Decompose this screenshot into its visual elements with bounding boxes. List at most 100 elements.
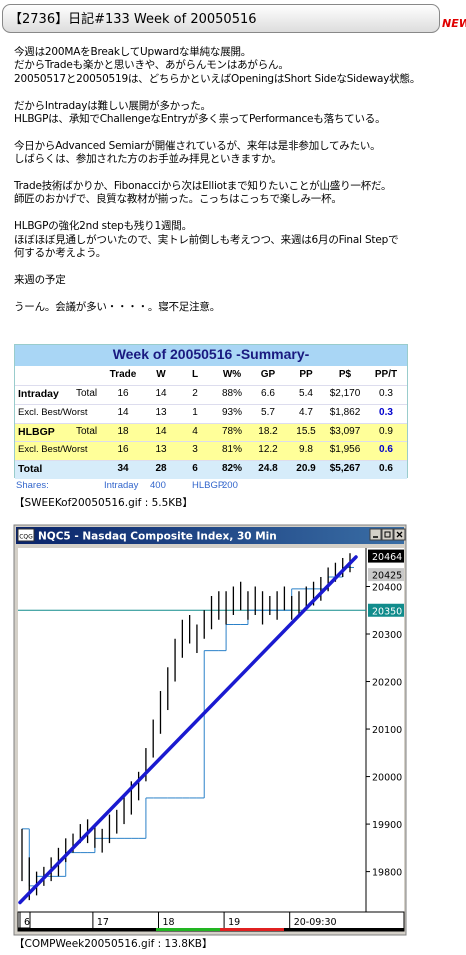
table-cell: $3,097 [329,425,361,437]
table-cell: 4.7 [299,406,313,418]
session-strip-up [156,928,220,931]
y-tick-label: 20400 [372,582,402,593]
x-tick-label: 19 [228,917,240,928]
min-button[interactable] [369,528,382,541]
window-title: NQC5 - Nasdaq Composite Index, 30 Min [38,531,277,543]
row-label: HLBGP [18,425,55,438]
price-tag [368,603,404,617]
table-cell: 14 [155,425,167,437]
table-cell: 12.2 [258,444,278,456]
price-tag-label: 20425 [372,571,402,582]
title-bar [16,527,404,544]
table-cell: 0.9 [379,425,393,437]
row-bg [15,385,407,404]
shares-text: Shares: [16,480,49,491]
session-strip [18,928,404,931]
app-icon [17,528,35,542]
text-line: 20050517と20050519は、どちらかといえばOpeningはShort… [14,72,421,85]
table-cell: 93% [221,406,242,418]
price-tag [368,549,404,563]
y-tick-label: 20200 [372,678,402,689]
table-cell: 28 [155,463,167,475]
table-cell: 34 [117,463,129,475]
header-box [2,4,440,33]
time-axis [17,911,405,932]
price-tag-label: 20350 [372,606,402,617]
y-tick-label: 19800 [372,868,402,879]
price-tag-label: 20464 [372,552,402,563]
trend-line [18,555,358,905]
table-cell: 2 [192,388,198,399]
table-cell: 82% [221,463,242,475]
text-line: HLBGPの強化2nd stepも残り1週間。 [14,220,192,233]
row-bg [15,422,407,442]
table-cell: 4 [192,425,198,437]
session-strip-down [220,928,284,931]
table-cell: $1,862 [329,406,361,418]
column-header: P$ [338,369,352,380]
price-tag [368,568,404,582]
text-line: 今日からAdvanced Semiarが開催されているが、来年は是非参加してみた… [14,139,381,152]
y-tick-label: 20000 [372,773,402,784]
window-buttons [369,528,406,541]
max-button[interactable] [381,528,394,541]
shares-text: Intraday [104,480,139,491]
column-header: L [191,369,199,380]
table-cell: 18 [117,425,129,437]
table-cell: 18.2 [258,425,278,437]
row-label: Excl. Best/Worst [18,406,88,418]
row-bg [15,403,407,423]
price-axis [366,548,404,912]
table-cell: 1 [192,406,198,418]
table-cell: $2,170 [329,388,361,399]
text-line: しばらくは、参加された方のお手並み拝見といきますか。 [14,153,282,166]
x-tick-label: 17 [97,917,109,928]
row-label: Total [18,463,43,476]
table-title: Week of 20050516 -Summary- [112,346,310,362]
header-title: 【2736】日記#133 Week of 20050516 [9,11,257,27]
column-header: PP/T [374,369,398,380]
plot-area [18,548,366,912]
table-cell: 9.8 [299,444,313,456]
column-header: W [156,369,166,380]
column-header: PP [299,369,313,380]
x-tick-label: 20-09:30 [294,917,337,928]
table-cell: 16 [117,388,129,399]
table-cell: 78% [221,425,242,437]
table-cell: 16 [117,444,129,456]
max-glyph [384,531,391,538]
text-line: うーん。会議が多い・・・・。寝不足注意。 [14,300,220,313]
column-header: GP [260,369,276,380]
y-tick-label: 19900 [372,820,402,831]
table-cell: 0.6 [379,463,393,475]
header: 【2736】日記#133 Week of 20050516 NEW [2,4,466,33]
x-tick-label: 18 [162,917,174,928]
table-cell: 6.6 [261,388,275,399]
text-line: 師匠のおかげで、良質な教材が揃った。こっちはこっちで楽しみ一杯。 [14,193,342,206]
table-cell: 14 [155,388,167,399]
y-tick-label: 20100 [372,725,402,736]
scroll-thumb[interactable] [17,911,31,929]
row-label: Intraday [18,388,59,400]
table-cell: 13 [155,406,167,418]
image-caption: 【COMPWeek20050516.gif : 13.8KB】 [14,938,213,950]
table-cell: 0.6 [379,444,393,456]
text-line: だからIntradayは難しい展開が多かった。 [14,99,211,112]
image-caption: 【SWEEKof20050516.gif : 5.5KB】 [14,497,193,509]
text-line: 今週は200MAをBreakしてUpwardな単純な展開。 [14,46,252,58]
row-sublabel: Total [76,425,98,437]
window-frame [13,524,407,936]
app-icon-text: CQG [19,534,33,541]
column-header: W% [222,369,242,380]
shares-text: 200 [222,480,238,491]
close-button[interactable] [393,528,406,541]
table-cell: 0.3 [379,406,393,418]
row-label: Excl. Best/Worst [18,444,88,456]
shares-text: 400 [150,480,166,491]
table-cell: 13 [155,444,167,456]
table-cell: 6 [192,463,198,475]
table-cell: 14 [117,406,129,418]
column-header: Trade [109,369,137,380]
row-bg [15,441,407,461]
text-line: 来週の予定 [14,273,66,286]
